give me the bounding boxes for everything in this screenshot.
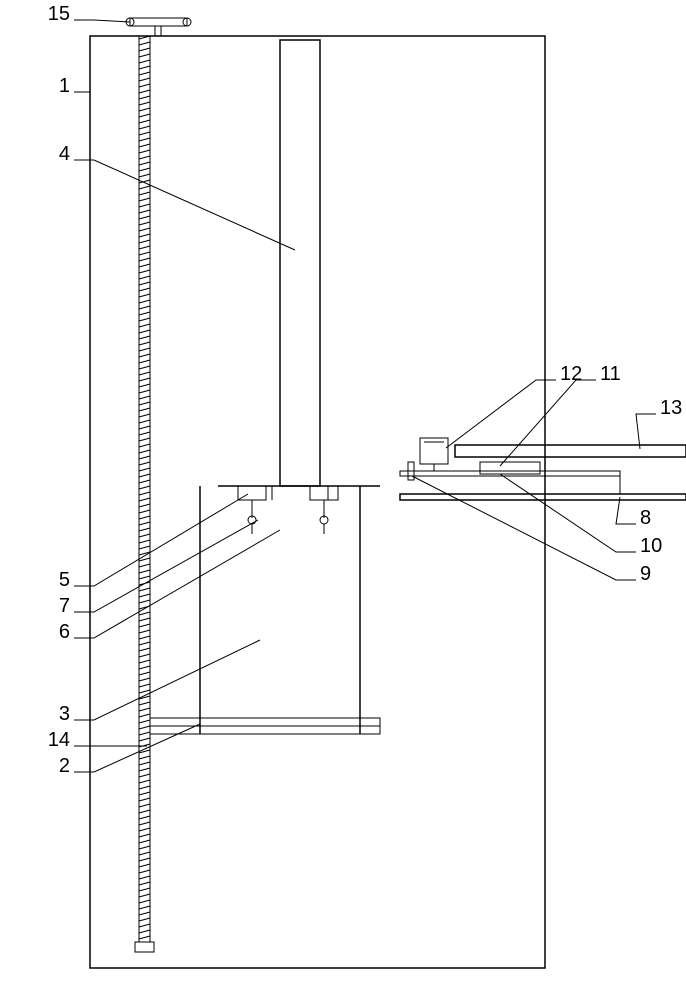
svg-text:11: 11 <box>600 363 621 385</box>
svg-text:1: 1 <box>59 75 70 97</box>
svg-text:2: 2 <box>59 755 70 777</box>
svg-text:9: 9 <box>640 563 651 585</box>
svg-text:15: 15 <box>48 3 70 25</box>
svg-text:3: 3 <box>59 703 70 725</box>
svg-text:5: 5 <box>59 569 70 591</box>
svg-text:7: 7 <box>59 595 70 617</box>
svg-text:6: 6 <box>59 621 70 643</box>
svg-text:12: 12 <box>560 363 582 385</box>
diagram-canvas: 151457631421211138109 <box>0 0 686 1000</box>
svg-text:14: 14 <box>48 729 70 751</box>
svg-text:13: 13 <box>660 397 682 419</box>
svg-text:10: 10 <box>640 535 662 557</box>
svg-text:4: 4 <box>59 143 70 165</box>
svg-text:8: 8 <box>640 507 651 529</box>
